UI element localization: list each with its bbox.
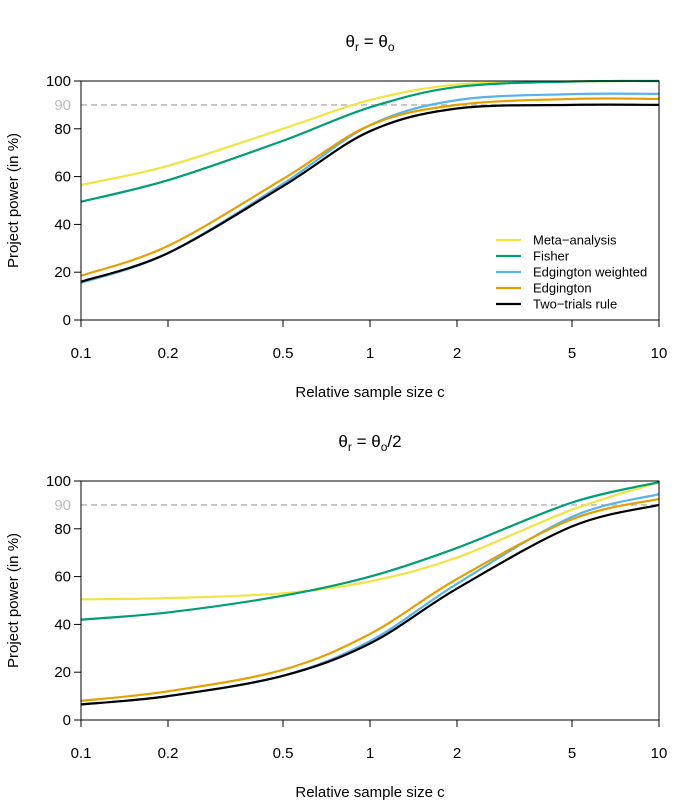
x-tick-label: 10 xyxy=(651,345,668,362)
title-theta: θ xyxy=(371,432,380,451)
legend-label-0: Meta−analysis xyxy=(533,233,617,248)
y-tick-label: 0 xyxy=(63,712,71,729)
x-tick-label: 10 xyxy=(651,745,668,762)
series-line-0 xyxy=(80,481,660,601)
y-tick-label: 40 xyxy=(54,216,71,233)
reference-line-label: 90 xyxy=(54,97,71,114)
x-axis-label: Relative sample size c xyxy=(295,784,445,800)
series-line-3 xyxy=(80,97,660,277)
title-subscript-r: r xyxy=(355,40,359,54)
x-tick-label: 2 xyxy=(453,345,461,362)
legend-label-4: Two−trials rule xyxy=(533,297,617,312)
x-tick-label: 0.2 xyxy=(158,345,179,362)
title-theta: θ xyxy=(346,32,355,51)
series-line-4 xyxy=(80,103,660,283)
y-tick-label: 100 xyxy=(46,73,71,90)
chart-title: θr = θo/2 xyxy=(338,432,401,454)
series-line-1 xyxy=(80,481,660,621)
y-axis-label: Project power (in %) xyxy=(5,533,22,668)
y-tick-label: 20 xyxy=(54,264,71,281)
series-line-3 xyxy=(80,497,660,702)
x-tick-label: 0.5 xyxy=(273,345,294,362)
title-subscript-o: o xyxy=(388,40,395,54)
x-tick-label: 1 xyxy=(366,745,374,762)
y-tick-label: 80 xyxy=(54,521,71,538)
x-tick-label: 0.1 xyxy=(71,345,92,362)
title-theta: θ xyxy=(378,32,387,51)
x-tick-label: 0.2 xyxy=(158,745,179,762)
y-tick-label: 60 xyxy=(54,569,71,586)
y-axis-label: Project power (in %) xyxy=(5,133,22,268)
x-tick-label: 0.5 xyxy=(273,745,294,762)
y-tick-label: 60 xyxy=(54,169,71,186)
legend-label-2: Edgington weighted xyxy=(533,265,647,280)
series-line-2 xyxy=(80,92,660,284)
legend-label-1: Fisher xyxy=(533,249,570,264)
series-line-0 xyxy=(80,79,660,187)
chart-title: θr = θo xyxy=(346,32,395,54)
legend-label-3: Edgington xyxy=(533,281,592,296)
x-tick-label: 2 xyxy=(453,745,461,762)
y-tick-label: 100 xyxy=(46,473,71,490)
reference-line-label: 90 xyxy=(54,497,71,514)
x-tick-label: 5 xyxy=(568,745,576,762)
title-suffix: /2 xyxy=(387,432,401,451)
title-theta: θ xyxy=(338,432,347,451)
y-tick-label: 0 xyxy=(63,312,71,329)
x-axis-label: Relative sample size c xyxy=(295,384,445,401)
y-tick-label: 80 xyxy=(54,121,71,138)
title-equals: = xyxy=(352,432,371,451)
title-subscript-r: r xyxy=(348,440,352,454)
y-tick-label: 40 xyxy=(54,616,71,633)
series-line-4 xyxy=(80,503,660,706)
x-tick-label: 0.1 xyxy=(71,745,92,762)
title-subscript-o: o xyxy=(381,440,388,454)
y-tick-label: 20 xyxy=(54,664,71,681)
x-tick-label: 5 xyxy=(568,345,576,362)
x-tick-label: 1 xyxy=(366,345,374,362)
title-equals: = xyxy=(359,32,378,51)
